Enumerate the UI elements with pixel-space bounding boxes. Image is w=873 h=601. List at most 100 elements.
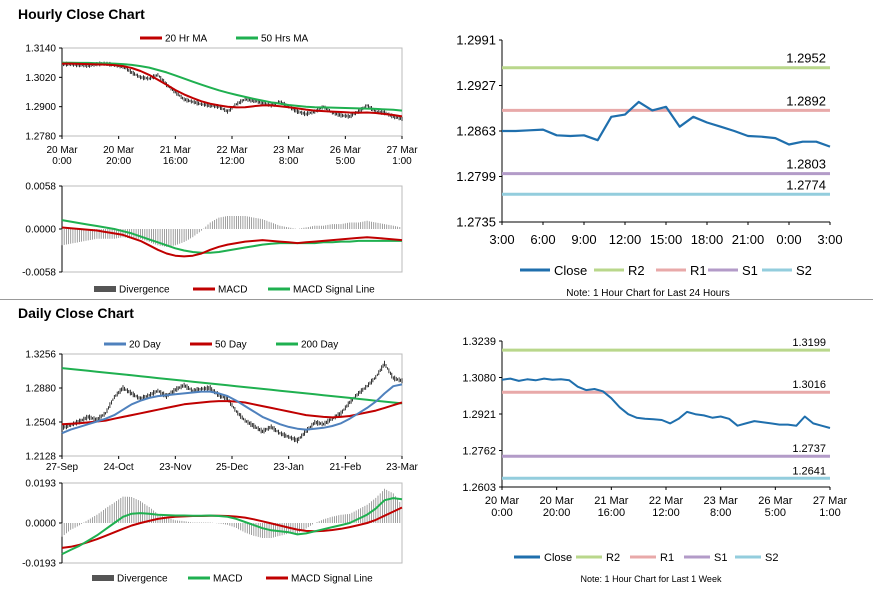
daily-pivot-note: Note: 1 Hour Chart for Last 1 Week <box>581 574 722 584</box>
legend-daily-pivot-r2-label: R2 <box>606 552 620 564</box>
hourly-price-x-tick-label: 27 Mar 1:00 <box>386 145 418 167</box>
hourly-pivot-x-tick-label: 3:00 <box>817 232 842 247</box>
daily-pivot-y-tick-label: 1.2603 <box>462 482 496 494</box>
hourly-ma20-line <box>62 62 403 118</box>
daily-price-x-tick-label: 23-Nov <box>159 462 191 473</box>
daily-macd-y-tick-label: 0.0193 <box>25 479 56 490</box>
legend-daily-macd-label: MACD <box>213 574 242 585</box>
hourly-ma50-line <box>62 61 403 112</box>
legend-hourly-divergence-label: Divergence <box>119 285 170 296</box>
hourly-chart-title: Hourly Close Chart <box>18 6 145 22</box>
daily-macd-line <box>61 497 403 556</box>
legend-daily-divergence-swatch <box>92 575 114 581</box>
legend-50hrs-ma-label: 50 Hrs MA <box>261 34 309 45</box>
hourly-level-s1-label: 1.2803 <box>786 157 826 172</box>
daily-close-line <box>501 377 831 429</box>
daily-price-x-tick-label: 24-Oct <box>104 462 134 473</box>
daily-price-y-tick-label: 1.2880 <box>25 384 56 395</box>
daily-signal-line <box>61 506 403 549</box>
legend-hourly-pivot-s2-label: S2 <box>796 263 812 278</box>
legend-hourly-signal-label: MACD Signal Line <box>293 285 375 296</box>
daily-macd-y-tick-label: 0.0000 <box>25 519 56 530</box>
daily-pivot-x-tick-label: 22 Mar 12:00 <box>649 495 684 519</box>
daily-pivot-x-tick-label: 23 Mar 8:00 <box>704 495 739 519</box>
hourly-price-y-tick-label: 1.2780 <box>25 132 56 143</box>
hourly-pivot-x-tick-label: 6:00 <box>530 232 555 247</box>
legend-hourly-pivot-close-label: Close <box>554 263 587 278</box>
hourly-pivot-x-tick-label: 9:00 <box>571 232 596 247</box>
daily-price-x-tick-label: 25-Dec <box>216 462 248 473</box>
hourly-pivot-x-tick-label: 15:00 <box>650 232 683 247</box>
hourly-price-x-tick-label: 21 Mar 16:00 <box>160 145 192 167</box>
hourly-pivot-y-tick-label: 1.2799 <box>456 169 496 184</box>
daily-pivot-x-tick-label: 27 Mar 1:00 <box>813 495 848 519</box>
daily-ma50-line <box>61 400 403 426</box>
daily-pivot-x-tick-label: 20 Mar 0:00 <box>485 495 520 519</box>
hourly-macd-line <box>61 226 403 258</box>
hourly-price-y-tick-label: 1.2900 <box>25 102 56 113</box>
daily-price-x-tick-label: 27-Sep <box>46 462 79 473</box>
hourly-pivot-x-tick-label: 0:00 <box>776 232 801 247</box>
daily-pivot-x-tick-label: 26 Mar 5:00 <box>758 495 793 519</box>
daily-level-s1-label: 1.2737 <box>792 443 826 455</box>
legend-50-day-label: 50 Day <box>215 340 247 351</box>
daily-price-x-tick-label: 23-Jan <box>273 462 304 473</box>
legend-hourly-pivot-s1-label: S1 <box>742 263 758 278</box>
hourly-pivot-y-tick-label: 1.2863 <box>456 124 496 139</box>
daily-ma20-line <box>61 383 403 435</box>
legend-daily-pivot-s1-label: S1 <box>714 552 727 564</box>
hourly-macd-y-tick-label: 0.0058 <box>25 182 56 193</box>
legend-hourly-divergence-swatch <box>94 286 116 292</box>
hourly-macd-y-tick-label: 0.0000 <box>25 225 56 236</box>
daily-level-s2-label: 1.2641 <box>792 465 826 477</box>
legend-20-day-label: 20 Day <box>129 340 161 351</box>
hourly-close-line <box>502 100 831 148</box>
daily-level-r1-label: 1.3016 <box>792 379 826 391</box>
legend-hourly-pivot-r1-label: R1 <box>690 263 707 278</box>
daily-level-r2-label: 1.3199 <box>792 337 826 349</box>
hourly-pivot-x-tick-label: 21:00 <box>732 232 765 247</box>
daily-pivot-y-tick-label: 1.2762 <box>462 446 496 458</box>
daily-pivot-y-tick-label: 1.3239 <box>462 336 496 348</box>
section-divider <box>0 299 873 300</box>
hourly-pivot-x-tick-label: 3:00 <box>489 232 514 247</box>
legend-hourly-pivot-r2-label: R2 <box>628 263 645 278</box>
hourly-pivot-y-tick-label: 1.2735 <box>456 215 496 230</box>
daily-pivot-x-tick-label: 21 Mar 16:00 <box>594 495 629 519</box>
hourly-price-x-tick-label: 23 Mar 8:00 <box>273 145 305 167</box>
hourly-price-x-tick-label: 26 Mar 5:00 <box>330 145 362 167</box>
legend-daily-pivot-s2-label: S2 <box>765 552 778 564</box>
legend-daily-pivot-r1-label: R1 <box>660 552 674 564</box>
legend-daily-signal-label: MACD Signal Line <box>291 574 373 585</box>
hourly-level-s2-label: 1.2774 <box>786 177 826 192</box>
hourly-price-x-tick-label: 20 Mar 20:00 <box>103 145 135 167</box>
hourly-pivot-x-tick-label: 12:00 <box>609 232 642 247</box>
daily-price-x-tick-label: 21-Feb <box>329 462 361 473</box>
legend-200-day-label: 200 Day <box>301 340 338 351</box>
hourly-level-r2-label: 1.2952 <box>786 51 826 66</box>
hourly-price-x-tick-label: 22 Mar 12:00 <box>216 145 248 167</box>
daily-macd-y-tick-label: -0.0193 <box>22 559 56 570</box>
legend-daily-divergence-label: Divergence <box>117 574 168 585</box>
hourly-price-y-tick-label: 1.3140 <box>25 44 56 55</box>
daily-price-y-tick-label: 1.2128 <box>25 452 56 463</box>
daily-ma200-line <box>61 367 403 405</box>
legend-hourly-macd-label: MACD <box>218 285 247 296</box>
daily-price-x-tick-label: 23-Mar <box>386 462 418 473</box>
hourly-macd-y-tick-label: -0.0058 <box>22 268 56 279</box>
daily-pivot-x-tick-label: 20 Mar 20:00 <box>540 495 575 519</box>
hourly-pivot-y-tick-label: 1.2991 <box>456 33 496 48</box>
daily-pivot-y-tick-label: 1.2921 <box>462 409 496 421</box>
hourly-level-r1-label: 1.2892 <box>786 93 826 108</box>
legend-daily-pivot-close-label: Close <box>544 552 572 564</box>
daily-price-y-tick-label: 1.2504 <box>25 418 56 429</box>
legend-20hr-ma-label: 20 Hr MA <box>165 34 208 45</box>
hourly-pivot-note: Note: 1 Hour Chart for Last 24 Hours <box>566 288 729 299</box>
hourly-pivot-y-tick-label: 1.2927 <box>456 78 496 93</box>
hourly-price-x-tick-label: 20 Mar 0:00 <box>46 145 78 167</box>
hourly-price-frame <box>61 47 403 137</box>
hourly-pivot-x-tick-label: 18:00 <box>691 232 724 247</box>
hourly-signal-line <box>61 219 402 254</box>
hourly-price-y-tick-label: 1.3020 <box>25 73 56 84</box>
